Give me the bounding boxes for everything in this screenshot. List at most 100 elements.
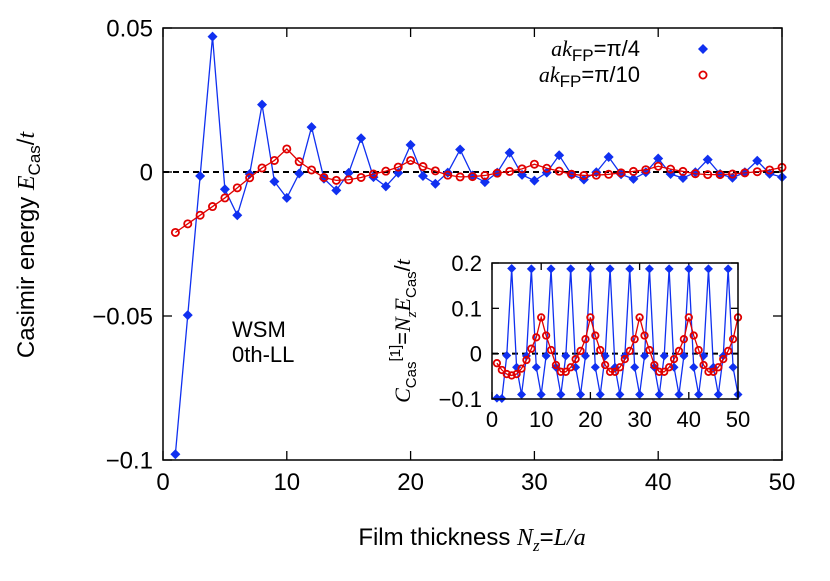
data-point xyxy=(616,169,627,180)
data-point xyxy=(505,166,515,176)
data-point xyxy=(195,171,206,182)
x-tick-label: 0 xyxy=(156,469,169,496)
data-point xyxy=(709,367,718,376)
data-point xyxy=(551,360,561,370)
legend-marker xyxy=(698,70,708,80)
data-point xyxy=(628,166,638,176)
data-point xyxy=(455,172,465,182)
data-point xyxy=(207,31,218,42)
data-point xyxy=(542,163,552,173)
y-tick-label: 0.1 xyxy=(451,296,482,321)
x-tick-label: 30 xyxy=(521,469,548,496)
data-point xyxy=(694,389,704,399)
x-tick-label: 10 xyxy=(273,469,300,496)
data-point xyxy=(591,331,600,340)
data-point xyxy=(703,264,713,274)
data-point xyxy=(182,310,193,321)
data-point xyxy=(601,360,610,370)
data-point xyxy=(536,389,546,399)
x-tick-label: 20 xyxy=(397,469,424,496)
data-point xyxy=(620,354,629,364)
data-point xyxy=(418,162,428,172)
legend-marker xyxy=(698,44,708,54)
data-point xyxy=(497,365,506,375)
data-point xyxy=(719,354,728,364)
data-point xyxy=(625,264,635,274)
data-point xyxy=(728,362,738,372)
data-point xyxy=(405,139,416,150)
data-point xyxy=(581,335,590,344)
data-point xyxy=(576,389,586,399)
data-point xyxy=(417,171,428,182)
data-point xyxy=(529,175,540,186)
data-point xyxy=(660,367,669,376)
data-point xyxy=(170,227,180,237)
plot-frame xyxy=(491,262,739,400)
data-point xyxy=(257,163,267,173)
data-point xyxy=(319,172,329,182)
data-point xyxy=(690,167,701,178)
data-point xyxy=(635,389,645,399)
data-point xyxy=(532,333,541,342)
data-point xyxy=(567,169,577,179)
annotation: WSM xyxy=(232,317,286,342)
data-point xyxy=(517,364,526,373)
legend-label: akFP=π/4 xyxy=(551,36,640,65)
data-point xyxy=(713,389,723,399)
data-point xyxy=(715,170,725,180)
data-point xyxy=(219,184,230,195)
data-point xyxy=(605,264,615,274)
data-point xyxy=(586,313,595,322)
data-point xyxy=(232,183,242,193)
data-point xyxy=(674,346,684,356)
data-point xyxy=(703,170,713,180)
data-point xyxy=(595,389,605,399)
data-point xyxy=(666,164,676,174)
data-point xyxy=(507,263,517,273)
inset-y-axis-label: CCas[1]=NzECas/t xyxy=(387,258,420,403)
data-point xyxy=(702,154,713,165)
data-point xyxy=(554,150,565,161)
data-point xyxy=(294,157,304,167)
data-point xyxy=(604,169,614,179)
data-point xyxy=(480,170,490,180)
data-point xyxy=(502,369,511,379)
y-tick-label: 0 xyxy=(140,160,153,187)
data-point xyxy=(585,264,595,274)
data-point xyxy=(752,167,762,177)
data-point xyxy=(245,173,255,183)
data-point xyxy=(684,264,694,274)
data-point xyxy=(677,173,688,184)
data-point xyxy=(269,176,280,187)
data-point xyxy=(282,144,292,154)
data-point xyxy=(576,346,585,356)
data-point xyxy=(381,166,391,176)
data-point xyxy=(232,210,243,221)
data-point xyxy=(630,335,639,344)
data-point xyxy=(566,363,575,372)
data-point xyxy=(183,219,193,229)
x-tick-label: 20 xyxy=(578,407,602,432)
data-point xyxy=(294,168,305,179)
data-point xyxy=(455,144,466,155)
data-point xyxy=(517,164,527,174)
data-point xyxy=(541,351,551,361)
data-point xyxy=(507,371,516,380)
data-point xyxy=(526,264,536,274)
data-point xyxy=(752,155,763,166)
data-point xyxy=(723,264,733,274)
data-point xyxy=(728,335,738,344)
x-tick-label: 50 xyxy=(726,407,750,432)
data-point xyxy=(527,344,536,353)
data-point xyxy=(443,170,453,180)
series-line xyxy=(175,148,783,234)
data-point xyxy=(645,345,654,355)
y-tick-label: 0.05 xyxy=(106,16,153,43)
data-point xyxy=(714,363,723,372)
data-point xyxy=(561,367,570,376)
data-point xyxy=(406,155,416,165)
data-point xyxy=(727,169,737,179)
plot-frame xyxy=(162,27,783,461)
data-point xyxy=(512,369,521,379)
